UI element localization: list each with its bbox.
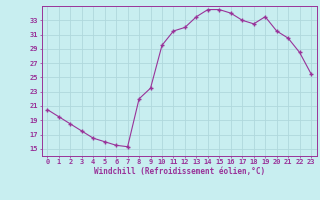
X-axis label: Windchill (Refroidissement éolien,°C): Windchill (Refroidissement éolien,°C) <box>94 167 265 176</box>
